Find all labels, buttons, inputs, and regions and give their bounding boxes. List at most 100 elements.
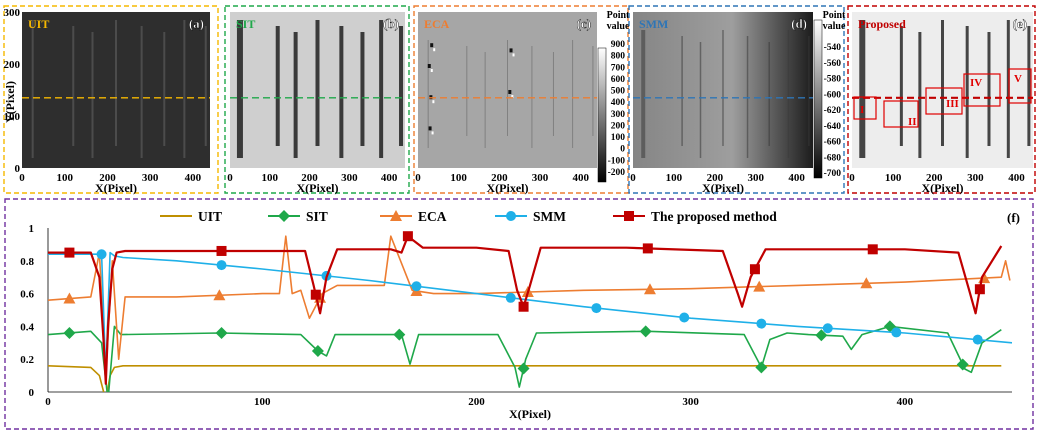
legend-label: SIT: [306, 209, 328, 224]
data-point: [505, 292, 516, 303]
series-the-proposed-method: [48, 231, 1003, 385]
crack-stripe: [531, 46, 533, 148]
defect-speck: [509, 48, 513, 53]
legend-label: UIT: [198, 209, 222, 224]
crack-stripe: [204, 26, 207, 146]
crack-stripe: [681, 36, 683, 146]
legend-item: UIT: [160, 209, 222, 224]
x-tick-label: 300: [747, 172, 764, 184]
crack-stripe: [859, 20, 866, 158]
panel-c: ECA (c)0 100 200 300 400X(Pixel)Pointvalue900…: [413, 5, 630, 195]
legend-label: ECA: [418, 209, 447, 224]
colorbar-tick-label: -660: [824, 138, 842, 148]
x-axis-label: X(Pixel): [922, 181, 964, 195]
crack-stripe: [115, 20, 117, 146]
colorbar-tick-label: 300: [611, 110, 626, 120]
crack-stripe: [641, 30, 646, 158]
data-point: [815, 329, 828, 342]
colorbar-tick-label: 700: [611, 63, 626, 73]
x-axis-label: X(Pixel): [702, 181, 744, 195]
crack-stripe: [163, 32, 166, 146]
data-point: [63, 326, 76, 339]
x-tick-label: 300: [967, 172, 984, 184]
x-tick-label: 400: [897, 396, 914, 408]
y-tick-label: 0.2: [20, 354, 34, 366]
colorbar-tick-label: -540: [824, 43, 842, 53]
crack-stripe: [987, 32, 991, 146]
region-label: II: [908, 116, 917, 128]
colorbar-tick-label: 0: [620, 145, 625, 155]
x-tick-label: 100: [885, 172, 902, 184]
crack-stripe: [236, 20, 243, 158]
colorbar-tick-label: -580: [824, 75, 842, 85]
x-tick-label: 100: [262, 172, 279, 184]
y-tick-label: 300: [4, 7, 21, 19]
x-tick-label: 0: [19, 172, 25, 184]
crack-stripe: [552, 52, 554, 136]
region-box-iv: [963, 73, 1001, 107]
crack-stripe: [507, 40, 508, 136]
panel-a: UIT (a) 0 100 200 300 400 X(Pixel) 300 200 100 0 Y(P…: [3, 5, 219, 195]
panel-label: (d): [791, 16, 807, 31]
crack-stripe: [484, 52, 486, 148]
data-point: [591, 303, 602, 314]
panel-label: (b): [383, 16, 399, 31]
panel-f: 0 0.2 0.4 0.6 0.8 1 0 100 200 300 400 X(Pixel) (f) UI…: [4, 198, 1034, 430]
panel-border: [224, 5, 410, 194]
crack-stripe: [722, 30, 724, 146]
crack-stripe: [183, 20, 186, 158]
x-tick-label: 200: [468, 396, 485, 408]
crack-stripe: [768, 42, 770, 146]
series-line: [48, 364, 1002, 392]
legend-label: SMM: [533, 209, 566, 224]
legend-item: SIT: [268, 209, 328, 224]
region-label: III: [946, 98, 959, 110]
data-point: [756, 318, 767, 329]
colorbar-tick-label: 600: [611, 75, 626, 85]
series-line: [48, 251, 1012, 377]
colorbar: [597, 47, 607, 183]
data-point: [390, 210, 402, 221]
data-point: [749, 264, 760, 275]
data-point: [310, 289, 321, 300]
colorbar-tick-label: 400: [611, 98, 626, 108]
colorbar-tick-label: -680: [824, 153, 842, 163]
colorbar-tick-label: -700: [824, 169, 842, 179]
crack-stripe: [965, 26, 969, 158]
y-axis-label: Y(Pixel): [3, 81, 17, 123]
x-axis-label: X(Pixel): [297, 181, 339, 195]
x-tick-label: 200: [926, 172, 943, 184]
defect-speck: [427, 64, 431, 68]
y-tick-label: 200: [4, 59, 21, 71]
series-uit: [48, 364, 1002, 392]
panel-label: (e): [1013, 16, 1027, 31]
data-point: [96, 249, 107, 260]
crack-stripe: [808, 36, 810, 146]
data-point: [972, 334, 983, 345]
region-label: V: [1014, 73, 1022, 85]
data-point: [311, 345, 324, 357]
panel-label: (c): [577, 16, 591, 31]
defect-speck: [433, 48, 436, 52]
data-point: [642, 243, 653, 254]
region-box-iii: [925, 87, 963, 115]
x-tick-label: 200: [301, 172, 318, 184]
x-tick-label: 100: [666, 172, 683, 184]
defect-speck: [430, 43, 434, 48]
colorbar-title: Point: [823, 10, 846, 21]
x-tick-label: 400: [1008, 172, 1025, 184]
crack-stripe: [427, 40, 429, 148]
data-point: [679, 312, 690, 323]
defect-speck: [512, 53, 515, 57]
x-tick-label: 0: [849, 172, 855, 184]
x-tick-label: 400: [788, 172, 805, 184]
colorbar-tick-label: -600: [824, 90, 842, 100]
x-tick-label: 400: [381, 172, 398, 184]
data-point: [506, 211, 516, 221]
x-tick-label: 0: [45, 396, 51, 408]
x-axis-label: X(Pixel): [509, 407, 551, 421]
defect-speck: [432, 100, 435, 104]
crack-stripe: [1027, 26, 1031, 146]
